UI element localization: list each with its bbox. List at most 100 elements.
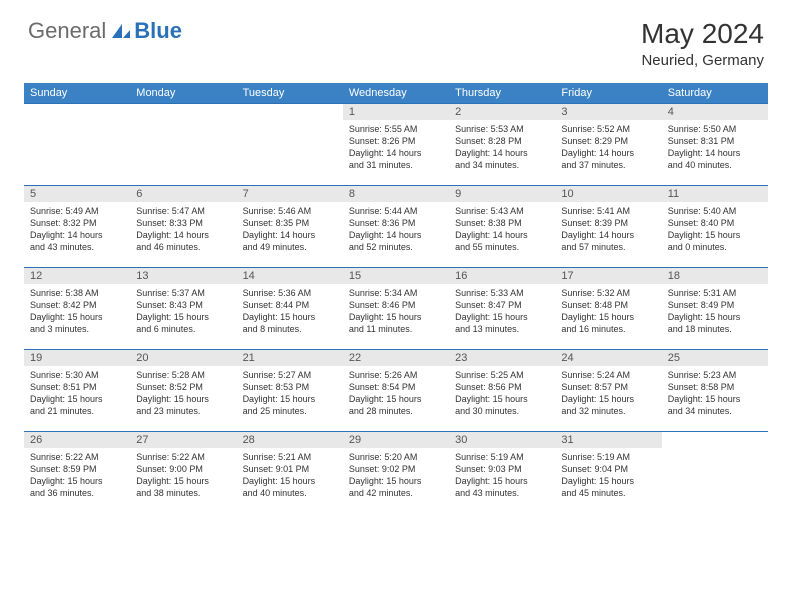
calendar-cell: 2Sunrise: 5:53 AMSunset: 8:28 PMDaylight… — [449, 103, 555, 185]
day-number: 29 — [343, 432, 449, 448]
cell-sunset: Sunset: 8:26 PM — [349, 135, 443, 147]
cell-dl2: and 52 minutes. — [349, 241, 443, 253]
cell-sunset: Sunset: 8:58 PM — [668, 381, 762, 393]
calendar-cell: 6Sunrise: 5:47 AMSunset: 8:33 PMDaylight… — [130, 185, 236, 267]
weekday-header: Wednesday — [343, 83, 449, 103]
calendar-cell: 29Sunrise: 5:20 AMSunset: 9:02 PMDayligh… — [343, 431, 449, 513]
cell-dl1: Daylight: 14 hours — [349, 147, 443, 159]
cell-dl2: and 38 minutes. — [136, 487, 230, 499]
cell-sunset: Sunset: 8:47 PM — [455, 299, 549, 311]
calendar-cell: 25Sunrise: 5:23 AMSunset: 8:58 PMDayligh… — [662, 349, 768, 431]
cell-dl1: Daylight: 15 hours — [30, 475, 124, 487]
cell-dl2: and 13 minutes. — [455, 323, 549, 335]
cell-dl1: Daylight: 14 hours — [30, 229, 124, 241]
cell-sunset: Sunset: 8:53 PM — [243, 381, 337, 393]
cell-dl1: Daylight: 15 hours — [668, 393, 762, 405]
cell-sunrise: Sunrise: 5:37 AM — [136, 287, 230, 299]
cell-sunrise: Sunrise: 5:49 AM — [30, 205, 124, 217]
calendar-cell: 7Sunrise: 5:46 AMSunset: 8:35 PMDaylight… — [237, 185, 343, 267]
cell-sunrise: Sunrise: 5:20 AM — [349, 451, 443, 463]
cell-sunrise: Sunrise: 5:21 AM — [243, 451, 337, 463]
calendar-cell-blank — [24, 103, 130, 185]
cell-dl1: Daylight: 15 hours — [668, 229, 762, 241]
cell-dl1: Daylight: 14 hours — [668, 147, 762, 159]
cell-dl1: Daylight: 15 hours — [30, 311, 124, 323]
cell-sunset: Sunset: 8:31 PM — [668, 135, 762, 147]
cell-dl1: Daylight: 15 hours — [561, 475, 655, 487]
cell-sunrise: Sunrise: 5:22 AM — [136, 451, 230, 463]
cell-dl1: Daylight: 14 hours — [243, 229, 337, 241]
calendar-cell: 5Sunrise: 5:49 AMSunset: 8:32 PMDaylight… — [24, 185, 130, 267]
calendar-cell: 4 Sunrise: 5:50 AMSunset: 8:31 PMDaylight… — [662, 103, 768, 185]
day-number: 16 — [449, 268, 555, 284]
day-number: 4 — [662, 104, 768, 120]
day-number: 2 — [449, 104, 555, 120]
cell-sunrise: Sunrise: 5:52 AM — [561, 123, 655, 135]
cell-sunset: Sunset: 8:28 PM — [455, 135, 549, 147]
cell-sunrise: Sunrise: 5:25 AM — [455, 369, 549, 381]
cell-dl1: Daylight: 14 hours — [561, 229, 655, 241]
calendar-cell: 9Sunrise: 5:43 AMSunset: 8:38 PMDaylight… — [449, 185, 555, 267]
cell-sunset: Sunset: 8:36 PM — [349, 217, 443, 229]
title-block: May 2024 Neuried, Germany — [641, 18, 764, 69]
cell-sunset: Sunset: 8:56 PM — [455, 381, 549, 393]
cell-dl1: Daylight: 15 hours — [136, 475, 230, 487]
cell-dl1: Daylight: 15 hours — [561, 311, 655, 323]
cell-sunrise: Sunrise: 5:24 AM — [561, 369, 655, 381]
calendar-grid: SundayMondayTuesdayWednesdayThursdayFrid… — [24, 83, 768, 513]
day-number: 20 — [130, 350, 236, 366]
day-number: 9 — [449, 186, 555, 202]
weekday-header: Monday — [130, 83, 236, 103]
day-number: 10 — [555, 186, 661, 202]
calendar-cell: 28Sunrise: 5:21 AMSunset: 9:01 PMDayligh… — [237, 431, 343, 513]
calendar-cell: 17Sunrise: 5:32 AMSunset: 8:48 PMDayligh… — [555, 267, 661, 349]
day-number: 12 — [24, 268, 130, 284]
cell-dl2: and 0 minutes. — [668, 241, 762, 253]
cell-dl2: and 46 minutes. — [136, 241, 230, 253]
cell-dl1: Daylight: 15 hours — [349, 475, 443, 487]
cell-dl1: Daylight: 15 hours — [30, 393, 124, 405]
weekday-header: Tuesday — [237, 83, 343, 103]
day-number: 19 — [24, 350, 130, 366]
calendar-cell: 11Sunrise: 5:40 AMSunset: 8:40 PMDayligh… — [662, 185, 768, 267]
cell-sunrise: Sunrise: 5:36 AM — [243, 287, 337, 299]
calendar-cell: 19Sunrise: 5:30 AMSunset: 8:51 PMDayligh… — [24, 349, 130, 431]
cell-sunset: Sunset: 8:52 PM — [136, 381, 230, 393]
cell-dl2: and 34 minutes. — [455, 159, 549, 171]
calendar-cell: 27Sunrise: 5:22 AMSunset: 9:00 PMDayligh… — [130, 431, 236, 513]
cell-sunset: Sunset: 8:48 PM — [561, 299, 655, 311]
cell-dl1: Daylight: 15 hours — [136, 393, 230, 405]
cell-dl1: Daylight: 14 hours — [136, 229, 230, 241]
cell-sunset: Sunset: 8:44 PM — [243, 299, 337, 311]
day-number: 11 — [662, 186, 768, 202]
calendar-cell-blank — [237, 103, 343, 185]
cell-dl2: and 36 minutes. — [30, 487, 124, 499]
calendar-cell: 12Sunrise: 5:38 AMSunset: 8:42 PMDayligh… — [24, 267, 130, 349]
day-number: 24 — [555, 350, 661, 366]
logo-text-general: General — [28, 18, 106, 44]
cell-sunrise: Sunrise: 5:41 AM — [561, 205, 655, 217]
calendar-cell: 31Sunrise: 5:19 AMSunset: 9:04 PMDayligh… — [555, 431, 661, 513]
cell-sunrise: Sunrise: 5:47 AM — [136, 205, 230, 217]
day-number: 14 — [237, 268, 343, 284]
cell-dl1: Daylight: 15 hours — [243, 393, 337, 405]
cell-dl2: and 49 minutes. — [243, 241, 337, 253]
day-number: 8 — [343, 186, 449, 202]
day-number: 18 — [662, 268, 768, 284]
month-title: May 2024 — [641, 18, 764, 50]
cell-sunset: Sunset: 8:51 PM — [30, 381, 124, 393]
calendar-cell: 24Sunrise: 5:24 AMSunset: 8:57 PMDayligh… — [555, 349, 661, 431]
weekday-header: Saturday — [662, 83, 768, 103]
cell-sunset: Sunset: 8:42 PM — [30, 299, 124, 311]
cell-sunrise: Sunrise: 5:44 AM — [349, 205, 443, 217]
day-number: 15 — [343, 268, 449, 284]
cell-sunrise: Sunrise: 5:50 AM — [668, 123, 762, 135]
cell-dl2: and 23 minutes. — [136, 405, 230, 417]
weekday-header: Sunday — [24, 83, 130, 103]
cell-dl1: Daylight: 15 hours — [455, 475, 549, 487]
cell-sunset: Sunset: 8:38 PM — [455, 217, 549, 229]
cell-sunset: Sunset: 8:57 PM — [561, 381, 655, 393]
day-number: 30 — [449, 432, 555, 448]
calendar-cell: 14Sunrise: 5:36 AMSunset: 8:44 PMDayligh… — [237, 267, 343, 349]
cell-dl1: Daylight: 14 hours — [349, 229, 443, 241]
